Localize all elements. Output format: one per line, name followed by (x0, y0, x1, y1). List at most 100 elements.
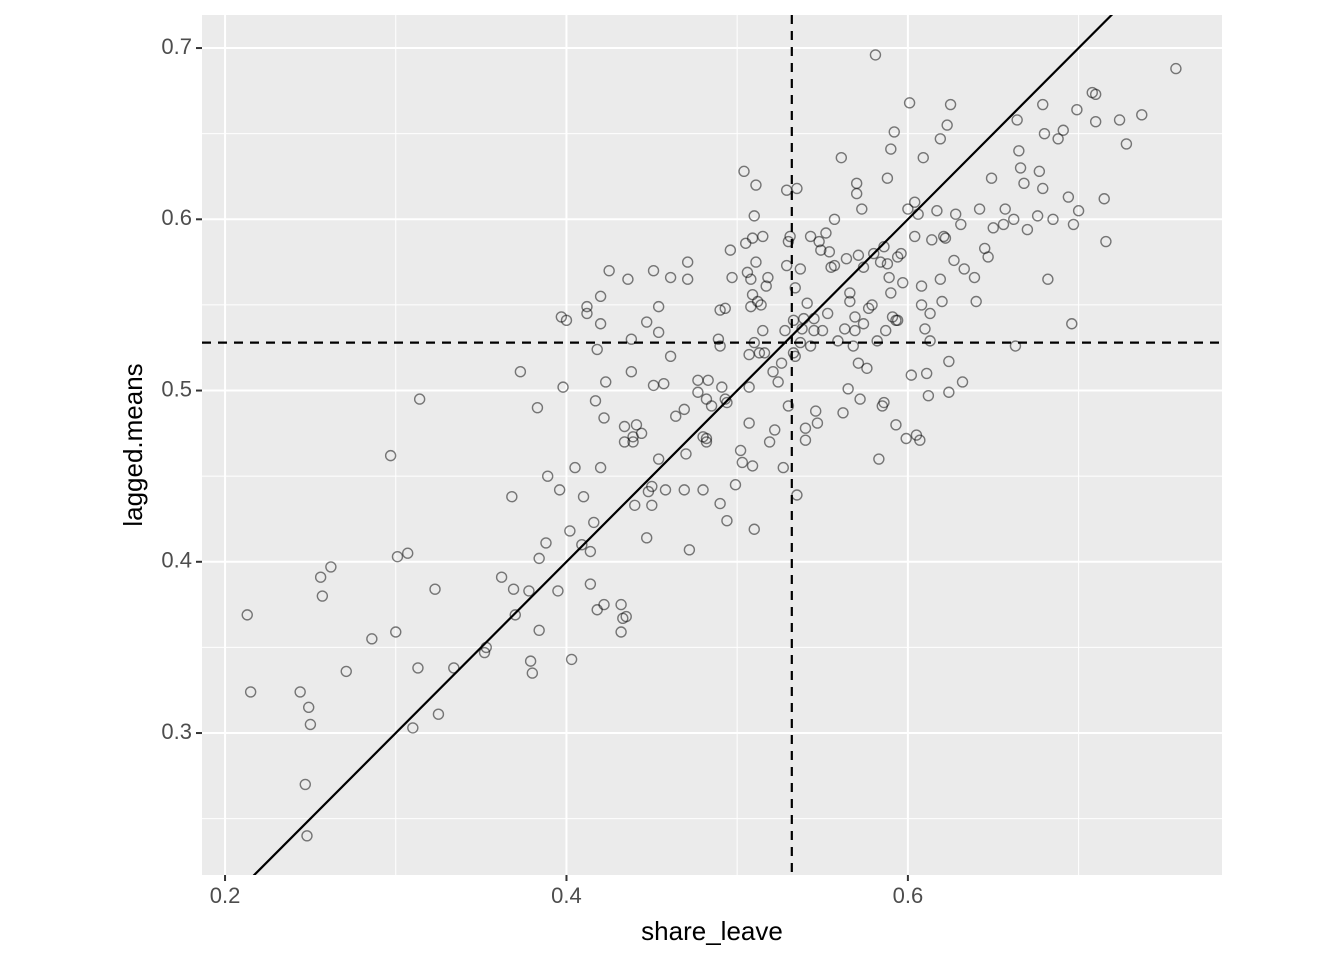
point (1013, 145, 1025, 157)
point (304, 718, 317, 731)
point (905, 369, 918, 381)
point (769, 424, 781, 436)
point (985, 172, 998, 184)
point (847, 340, 859, 352)
point (784, 230, 796, 243)
point (432, 708, 445, 720)
point (721, 396, 733, 409)
point (857, 261, 870, 273)
point (391, 550, 404, 563)
point (869, 49, 882, 61)
point (647, 264, 660, 277)
point (862, 302, 875, 315)
point (885, 143, 897, 155)
point (941, 119, 953, 131)
point (681, 273, 694, 285)
point (630, 419, 643, 431)
point (757, 230, 769, 243)
point (1066, 318, 1078, 330)
point (716, 381, 728, 393)
point (1072, 205, 1085, 217)
point (890, 419, 902, 431)
point (914, 434, 926, 446)
point (799, 434, 812, 446)
point (736, 456, 749, 469)
point (832, 335, 844, 347)
point (919, 323, 931, 335)
point (936, 295, 948, 308)
point (973, 203, 986, 215)
point (615, 626, 627, 638)
point (540, 537, 552, 549)
point (301, 830, 313, 842)
point (881, 172, 894, 184)
point (584, 545, 597, 558)
point (594, 318, 607, 330)
point (883, 271, 895, 284)
point (1098, 193, 1110, 205)
point (591, 343, 603, 356)
point (641, 316, 653, 328)
point (533, 624, 545, 636)
point (618, 436, 631, 448)
point (828, 259, 841, 272)
point (782, 235, 795, 248)
point (888, 126, 900, 138)
point (506, 491, 518, 503)
point (670, 410, 682, 422)
point (943, 355, 955, 368)
point (541, 470, 554, 482)
point (600, 376, 612, 388)
point (934, 133, 947, 145)
point (584, 578, 597, 590)
point (1057, 124, 1069, 136)
point (753, 347, 766, 359)
point (681, 256, 694, 268)
point (692, 386, 704, 398)
point (719, 302, 731, 315)
point (866, 299, 878, 311)
point (576, 538, 588, 551)
point (804, 230, 817, 243)
point (861, 362, 873, 374)
point (909, 196, 921, 208)
point (635, 427, 648, 440)
point (878, 396, 890, 409)
point (325, 561, 337, 573)
point (808, 324, 820, 337)
point (789, 282, 801, 294)
point (565, 653, 578, 666)
point (1037, 182, 1049, 195)
point (987, 222, 999, 234)
point (743, 381, 755, 393)
point (1113, 114, 1126, 126)
point (997, 218, 1010, 231)
point (791, 489, 803, 501)
point (299, 778, 311, 791)
point (760, 280, 772, 292)
point (1052, 133, 1064, 145)
point (943, 386, 955, 398)
point (949, 208, 962, 220)
point (854, 393, 866, 405)
point (767, 366, 779, 378)
point (948, 254, 960, 267)
point (777, 461, 789, 474)
point (615, 598, 627, 611)
point (316, 590, 329, 602)
axes: 0.2 0.4 0.6 0.3 0.4 0.5 0.6 0.7 (161, 34, 923, 908)
point (879, 324, 892, 337)
point (560, 314, 573, 327)
point (874, 256, 887, 268)
point (885, 287, 897, 299)
point (658, 377, 670, 390)
point (748, 210, 760, 222)
point (820, 227, 832, 239)
point (926, 234, 938, 246)
point (811, 417, 824, 429)
point (598, 412, 610, 424)
point (1170, 62, 1182, 75)
point (856, 203, 868, 215)
point (939, 232, 952, 244)
point (413, 393, 426, 405)
